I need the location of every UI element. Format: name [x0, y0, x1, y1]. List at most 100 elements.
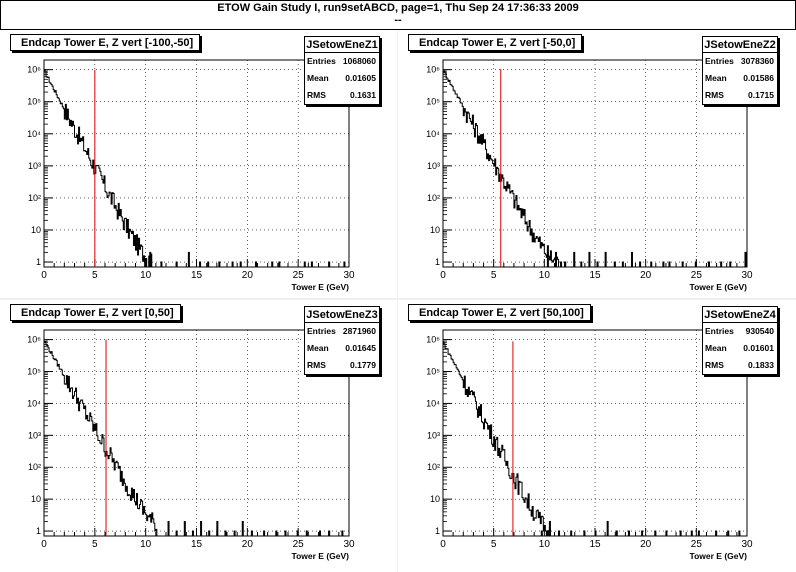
histogram-title: Endcap Tower E, Z vert [50,100] — [408, 304, 591, 321]
mean-label: Mean — [705, 343, 727, 353]
histogram-bin — [167, 520, 170, 536]
y-tick-label: 10⁴ — [426, 129, 440, 139]
histogram-bin — [650, 261, 653, 267]
histogram-bin — [305, 530, 308, 536]
histogram-bin — [284, 530, 287, 536]
y-tick-label: 1 — [36, 257, 41, 267]
y-tick-label: 10³ — [28, 161, 41, 171]
histogram-bin — [668, 261, 671, 267]
x-tick-label: 15 — [589, 270, 601, 281]
histogram-bin — [630, 251, 633, 267]
y-tick-label: 1 — [435, 257, 440, 267]
histogram-bin — [319, 530, 322, 536]
x-tick-label: 20 — [640, 539, 652, 550]
histogram-bin — [239, 261, 242, 267]
entries-label: Entries — [705, 56, 734, 66]
histogram-bin — [583, 530, 586, 536]
x-axis-title: Tower E (GeV) — [690, 551, 748, 561]
histogram-bin — [231, 261, 234, 267]
x-tick-label: 20 — [242, 539, 254, 550]
y-tick-label: 10 — [430, 225, 440, 235]
histogram-bin — [596, 261, 599, 267]
canvas-title: ETOW Gain Study I, run9setABCD, page=1, … — [217, 2, 579, 14]
x-axis-title: Tower E (GeV) — [292, 551, 350, 561]
histogram-bin — [588, 251, 591, 267]
y-tick-label: 10⁴ — [27, 398, 41, 408]
histogram-bin — [540, 530, 543, 536]
histogram-bin — [694, 261, 697, 267]
y-tick-label: 10² — [427, 462, 440, 472]
stats-box: JSetowEneZ2 Entries 3078360 Mean 0.01586 R… — [702, 36, 778, 105]
histogram-bin — [187, 251, 190, 267]
x-tick-label: 0 — [440, 539, 446, 550]
histogram-bin — [218, 261, 221, 267]
canvas-subtitle: -- — [394, 14, 402, 26]
y-tick-label: 1 — [435, 526, 440, 536]
rms-value: 0.1631 — [350, 90, 376, 100]
x-tick-label: 10 — [539, 539, 551, 550]
entries-value: 2871960 — [342, 326, 376, 336]
entries-value: 3078360 — [740, 56, 774, 66]
histogram-bin — [570, 530, 573, 536]
histogram-bin — [160, 261, 163, 267]
y-tick-label: 10⁴ — [426, 398, 440, 408]
histogram-bin — [175, 261, 178, 267]
plot-frame — [442, 329, 748, 537]
rms-value: 0.1833 — [748, 360, 774, 370]
mean-value: 0.01601 — [743, 343, 774, 353]
histogram-title: Endcap Tower E, Z vert [0,50] — [10, 304, 181, 321]
histogram-bin — [208, 530, 211, 536]
histogram-bin — [606, 520, 609, 536]
histogram-bin — [707, 261, 711, 267]
rms-label: RMS — [307, 360, 326, 370]
mean-value: 0.01586 — [743, 73, 774, 83]
histogram-bin — [738, 530, 741, 536]
entries-label: Entries — [307, 56, 336, 66]
x-tick-label: 10 — [140, 270, 152, 281]
histogram-bin — [200, 520, 203, 536]
x-tick-label: 0 — [440, 270, 446, 281]
histogram-bin — [149, 251, 152, 267]
histogram-bin — [343, 261, 346, 267]
rms-value: 0.1779 — [350, 360, 376, 370]
y-tick-label: 10⁶ — [426, 65, 440, 75]
histogram-bin — [679, 530, 682, 536]
y-tick-label: 10³ — [427, 161, 440, 171]
histogram-bin — [546, 251, 549, 267]
histogram-bin — [615, 530, 618, 536]
histogram-bin — [690, 530, 693, 536]
histogram-plot-4: 0 5 10 15 20 25 30 1 10 10² 10³ 10⁴ 10⁵ 10⁶ Tower E (G… — [426, 329, 753, 561]
histogram-bin — [199, 261, 202, 267]
mean-label: Mean — [307, 343, 329, 353]
histogram-bin — [216, 520, 219, 536]
stats-name: JSetowEneZ4 — [703, 309, 777, 323]
y-tick-label: 10² — [427, 193, 440, 203]
histogram-bin — [727, 530, 730, 536]
histogram-bin — [548, 520, 551, 536]
entries-label: Entries — [307, 326, 336, 336]
histogram-bin — [564, 261, 567, 267]
x-tick-label: 10 — [140, 539, 152, 550]
y-tick-label: 10² — [28, 462, 41, 472]
stats-name: JSetowEneZ2 — [703, 39, 777, 53]
x-tick-label: 15 — [589, 539, 601, 550]
stats-box: JSetowEneZ4 Entries 930540 Mean 0.01601 RM… — [702, 306, 778, 375]
histogram-bin — [328, 530, 331, 536]
mean-label: Mean — [705, 73, 727, 83]
histogram-bin — [665, 530, 668, 536]
entries-value: 1068060 — [342, 56, 376, 66]
histogram-bin — [341, 530, 344, 536]
histogram-bin — [175, 530, 178, 536]
x-tick-label: 5 — [92, 539, 98, 550]
histogram-bin — [263, 530, 266, 536]
y-tick-label: 10⁵ — [426, 97, 440, 107]
histogram-bin — [654, 530, 657, 536]
histogram-bin — [303, 261, 306, 267]
histogram-plot-3: 0 5 10 15 20 25 30 1 10 10² 10³ 10⁴ 10⁵ 10⁶ Tower E (G… — [27, 329, 355, 561]
histogram-bin — [271, 261, 274, 267]
rms-value: 0.1715 — [748, 90, 774, 100]
histogram-plot-1: 0 5 10 15 20 25 30 1 10 10² 10³ 10⁴ 10⁵ 10⁶ Tower E (G… — [27, 59, 355, 292]
histogram-series — [442, 70, 567, 268]
histogram-tail — [540, 520, 741, 536]
